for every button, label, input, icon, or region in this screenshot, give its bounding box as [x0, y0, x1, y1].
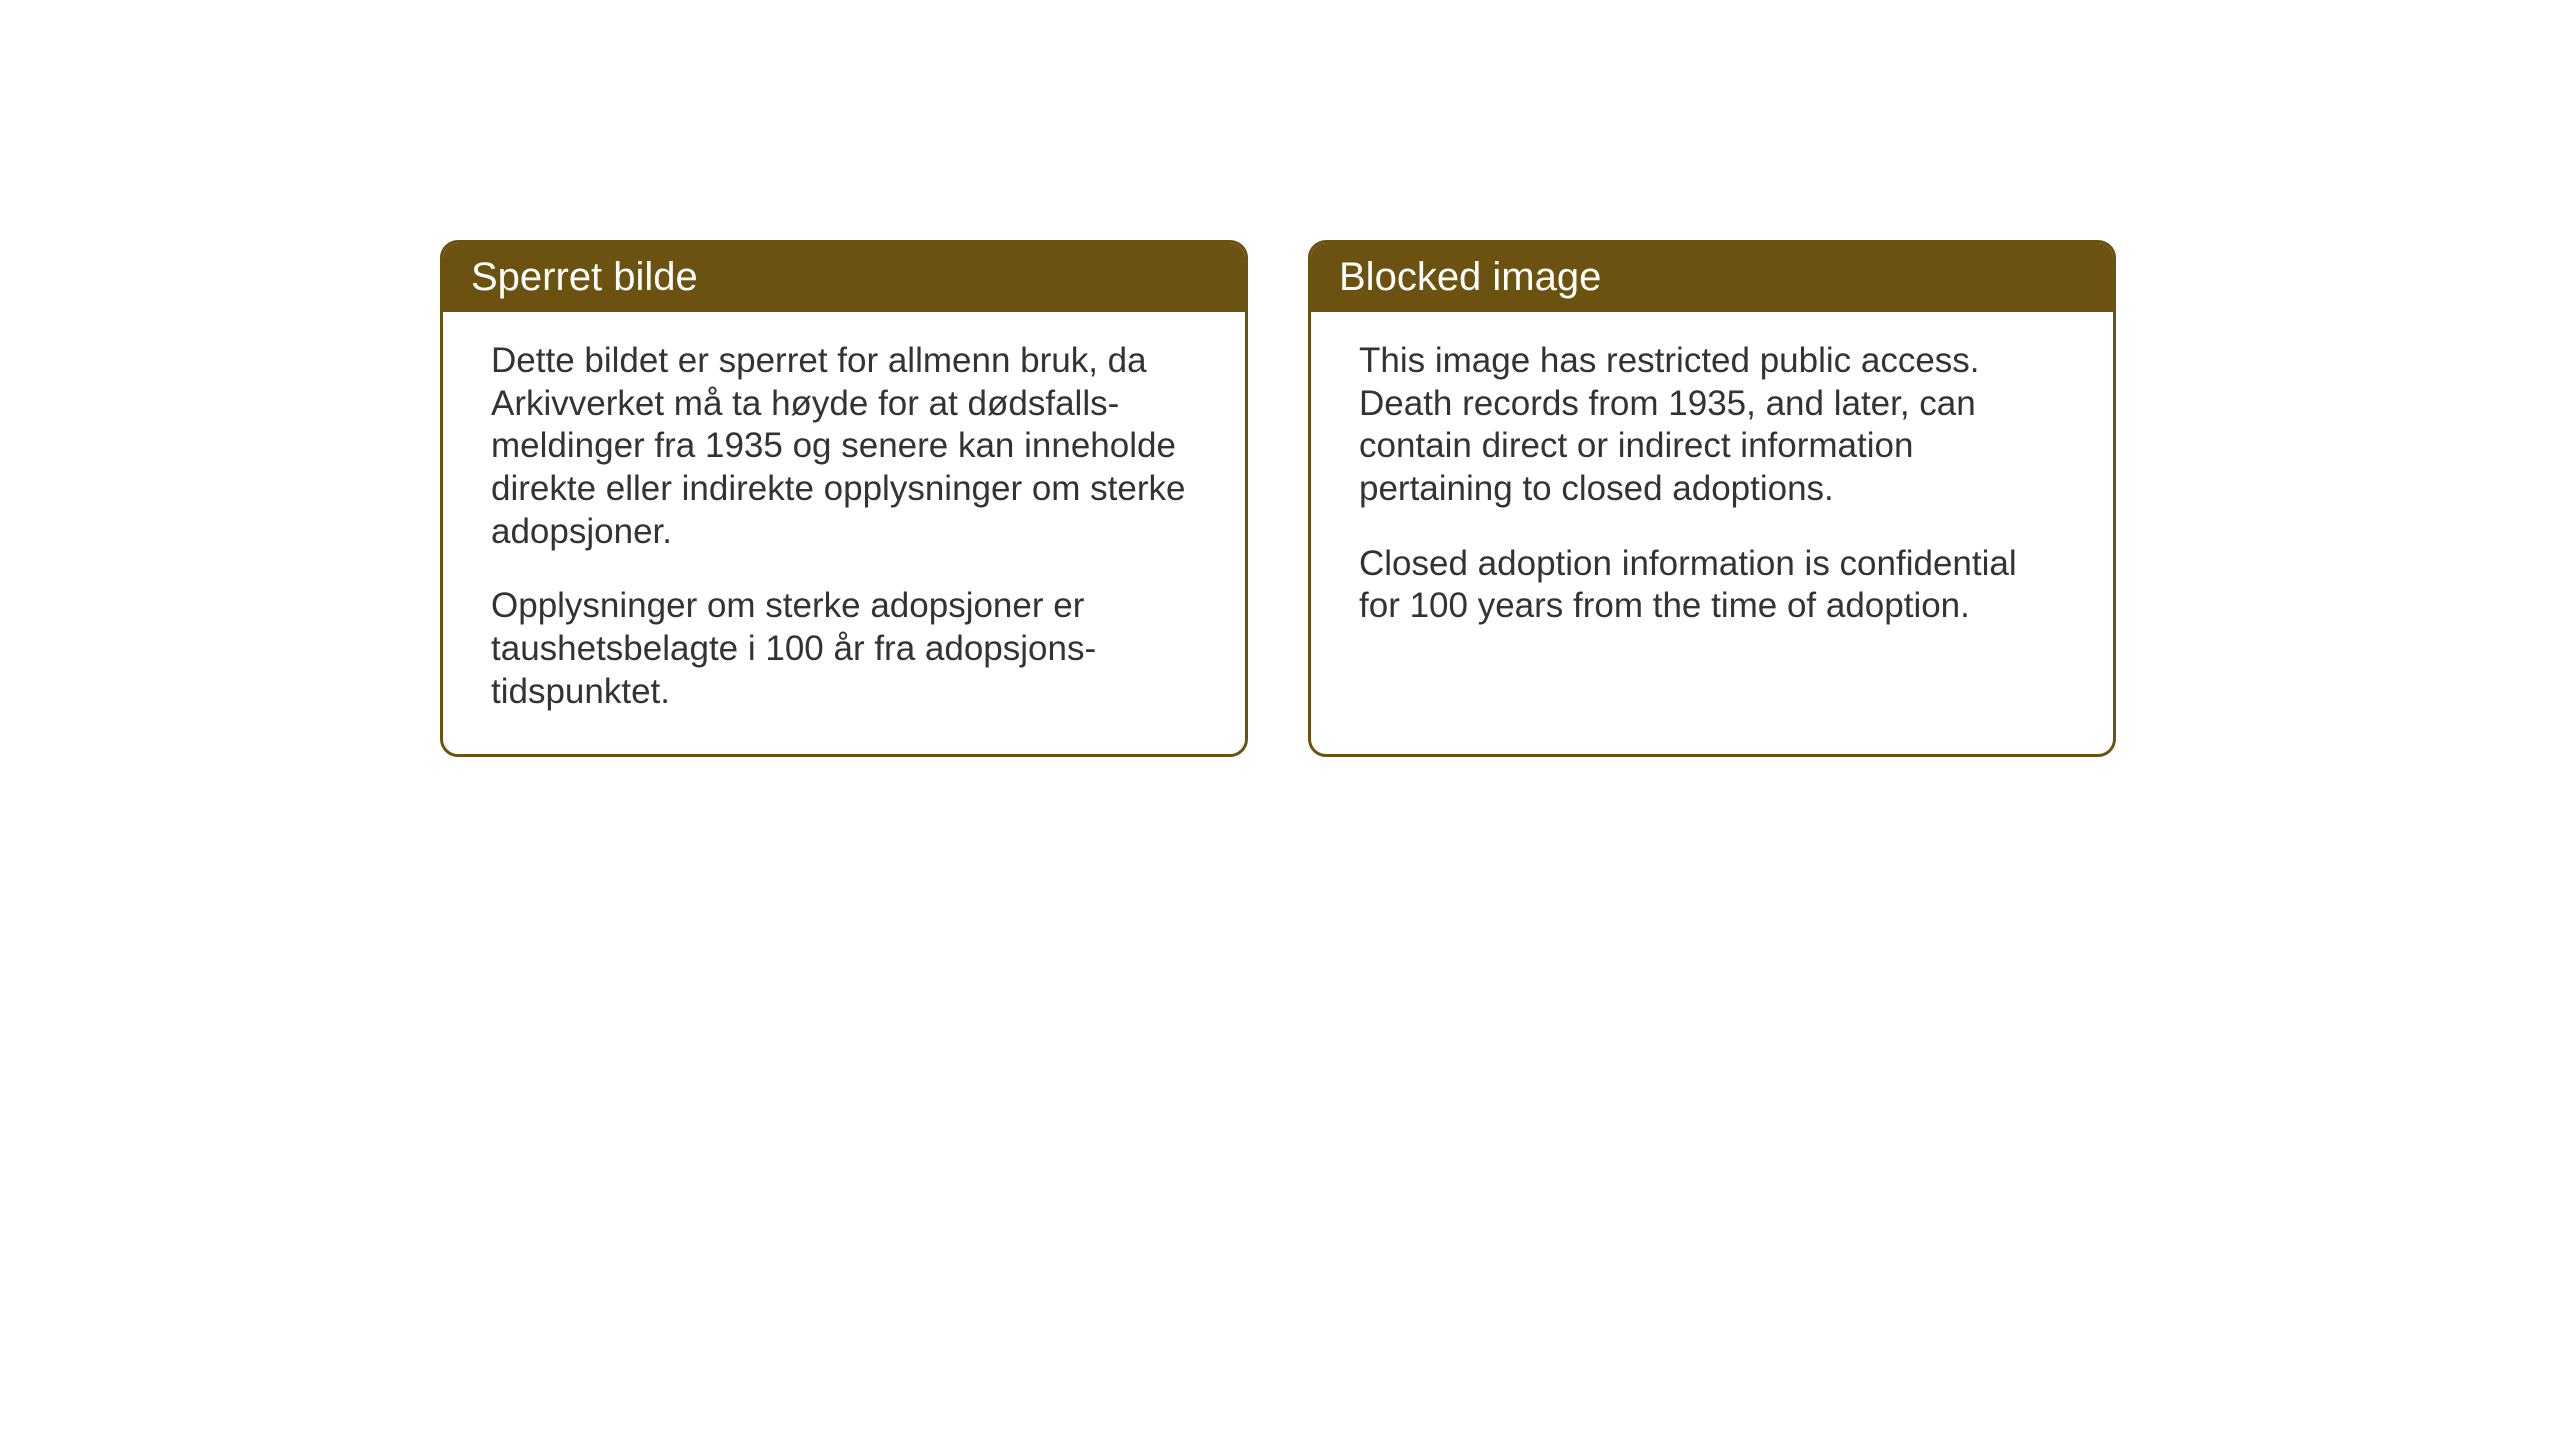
- norwegian-paragraph-2: Opplysninger om sterke adopsjoner er tau…: [491, 585, 1197, 713]
- english-card-body: This image has restricted public access.…: [1311, 312, 2113, 668]
- english-card: Blocked image This image has restricted …: [1308, 240, 2116, 757]
- english-card-header: Blocked image: [1311, 243, 2113, 312]
- english-card-title: Blocked image: [1339, 255, 1601, 299]
- norwegian-paragraph-1: Dette bildet er sperret for allmenn bruk…: [491, 340, 1197, 553]
- norwegian-card-body: Dette bildet er sperret for allmenn bruk…: [443, 312, 1245, 754]
- norwegian-card: Sperret bilde Dette bildet er sperret fo…: [440, 240, 1248, 757]
- english-paragraph-2: Closed adoption information is confident…: [1359, 543, 2065, 628]
- norwegian-card-header: Sperret bilde: [443, 243, 1245, 312]
- notice-container: Sperret bilde Dette bildet er sperret fo…: [440, 240, 2116, 757]
- norwegian-card-title: Sperret bilde: [471, 255, 698, 299]
- english-paragraph-1: This image has restricted public access.…: [1359, 340, 2065, 511]
